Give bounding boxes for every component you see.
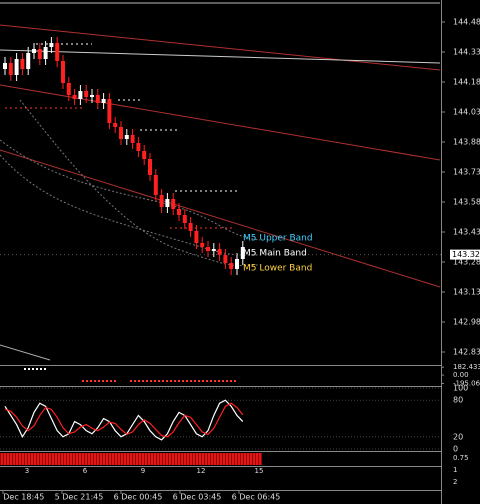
candle-body [240, 247, 245, 259]
candle-body [159, 195, 164, 207]
candle-body [124, 135, 129, 139]
candle-body [107, 99, 112, 123]
band-line [0, 154, 261, 256]
stoch-tick-label: 80 [453, 396, 463, 405]
candle-body [84, 91, 89, 97]
trend-line [0, 149, 441, 288]
candle-body [101, 99, 106, 103]
histogram-tick-label: 2 [453, 478, 457, 486]
annotation: M5 Main Band [243, 249, 307, 259]
current-price-label: 143.322 [452, 250, 480, 259]
current-price-box [450, 249, 480, 260]
bar-number: 9 [141, 467, 145, 475]
y-tick-label: 144.485 [453, 18, 480, 27]
y-tick-label: 144.185 [453, 78, 480, 87]
stoch-tick-label: 100 [453, 384, 468, 393]
candle-body [8, 63, 13, 75]
candle-body [188, 223, 193, 231]
candle-body [206, 247, 210, 251]
indicator-tick-label: -195.06 [453, 379, 480, 387]
candle-body [14, 59, 19, 75]
candle-body [78, 91, 83, 99]
candle-body [235, 259, 239, 269]
histogram-tick-label: 0.75 [453, 454, 469, 462]
histogram-tick-label: 1 [453, 466, 457, 474]
candle-body [211, 249, 216, 251]
bar-number: 12 [197, 467, 206, 475]
y-tick-label: 143.735 [453, 168, 480, 177]
band-line [0, 139, 261, 241]
candle-body [37, 49, 42, 59]
trend-line [0, 49, 441, 64]
x-tick-label: 6 Dec 06:45 [232, 493, 281, 502]
y-tick-label: 144.035 [453, 108, 480, 117]
candle-body [130, 135, 135, 143]
candle-body [90, 95, 94, 97]
candle-body [66, 83, 71, 95]
bar-number: 15 [255, 467, 264, 475]
y-tick-label: 143.135 [453, 288, 480, 297]
candle-body [177, 209, 181, 215]
x-tick-label: 6 Dec 00:45 [114, 493, 163, 502]
trend-line [0, 344, 51, 361]
candle-body [113, 123, 118, 127]
candle-body [119, 127, 123, 139]
x-tick-label: 5 Dec 21:45 [55, 493, 104, 502]
y-tick-label: 143.435 [453, 228, 480, 237]
y-tick-label: 143.585 [453, 198, 480, 207]
candle-body [182, 215, 187, 223]
candle-body [142, 151, 147, 159]
candle-body [49, 43, 54, 47]
candle-body [148, 159, 152, 175]
candle-body [223, 255, 228, 263]
stoch-line [4, 399, 244, 441]
candle-body [136, 143, 141, 151]
candle-body [171, 199, 176, 209]
bar-number: 6 [83, 467, 88, 475]
candle-body [95, 95, 100, 103]
bar-number: 3 [25, 467, 29, 475]
candle-body [229, 263, 234, 269]
candle-body [153, 175, 158, 195]
stoch-tick-label: 0 [453, 445, 458, 454]
y-tick-label: 143.885 [453, 138, 480, 147]
indicator-tick-label: 0.00 [453, 371, 469, 379]
annotation: M5 Upper Band [243, 234, 313, 244]
stoch-line [4, 402, 244, 438]
candle-body [61, 61, 65, 83]
candle-body [32, 49, 36, 53]
annotation: M5 Lower Band [243, 264, 312, 274]
candle-body [200, 243, 205, 247]
indicator-tick-label: 182.433 [453, 363, 480, 371]
candle-body [194, 231, 199, 243]
y-tick-label: 143.285 [453, 258, 480, 267]
candle-body [26, 53, 31, 69]
candle-body [20, 59, 25, 69]
candle-body [72, 95, 77, 99]
x-tick-label: 6 Dec 03:45 [173, 493, 222, 502]
y-tick-label: 144.335 [453, 48, 480, 57]
y-tick-label: 142.835 [453, 348, 480, 357]
candle-body [165, 199, 170, 207]
candle-body [3, 63, 7, 69]
candle-body [217, 249, 222, 255]
y-tick-label: 142.985 [453, 318, 480, 327]
candle-body [55, 43, 60, 61]
histogram-bar [0, 453, 262, 465]
candle-body [43, 47, 48, 59]
x-tick-label: 5 Dec 18:45 [0, 493, 44, 502]
trend-line [0, 24, 441, 71]
stoch-tick-label: 20 [453, 432, 463, 441]
